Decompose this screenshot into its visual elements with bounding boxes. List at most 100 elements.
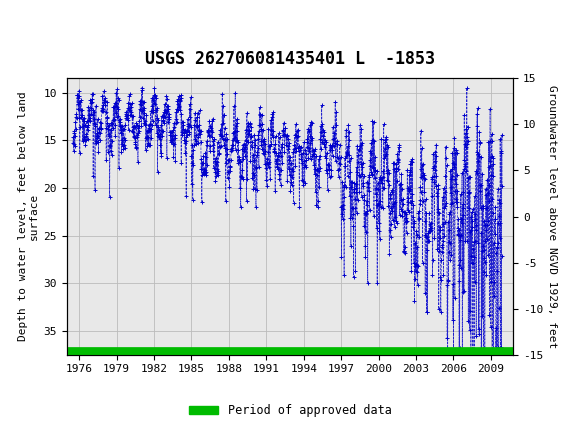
Point bbox=[473, 105, 482, 112]
Point bbox=[466, 356, 476, 363]
Point bbox=[306, 119, 316, 126]
Point bbox=[278, 126, 288, 133]
Point bbox=[356, 143, 365, 150]
Point bbox=[457, 215, 466, 222]
Point bbox=[370, 175, 379, 181]
Point bbox=[236, 203, 245, 210]
Point bbox=[469, 356, 478, 363]
Point bbox=[274, 171, 284, 178]
Point bbox=[358, 180, 368, 187]
Point bbox=[478, 203, 487, 210]
Point bbox=[159, 112, 168, 119]
Point bbox=[205, 118, 214, 125]
Point bbox=[329, 135, 338, 142]
Point bbox=[197, 198, 206, 205]
Point bbox=[212, 160, 221, 167]
Point bbox=[78, 138, 87, 145]
Point bbox=[309, 161, 318, 168]
Point bbox=[169, 123, 179, 130]
Point bbox=[180, 150, 190, 157]
Point bbox=[155, 136, 165, 143]
Point bbox=[270, 148, 279, 155]
Point bbox=[150, 101, 160, 108]
Point bbox=[262, 155, 271, 162]
Point bbox=[286, 187, 295, 194]
Point bbox=[364, 188, 374, 195]
Point bbox=[474, 326, 483, 333]
Point bbox=[340, 183, 349, 190]
Point bbox=[458, 205, 467, 212]
Point bbox=[340, 163, 349, 169]
Point bbox=[227, 146, 236, 153]
Point bbox=[252, 151, 261, 158]
Point bbox=[175, 98, 184, 105]
Point bbox=[104, 131, 114, 138]
Point bbox=[472, 122, 481, 129]
Point bbox=[286, 178, 295, 185]
Point bbox=[276, 148, 285, 155]
Point bbox=[79, 118, 89, 125]
Point bbox=[431, 166, 440, 173]
Point bbox=[237, 173, 246, 180]
Point bbox=[245, 126, 254, 133]
Point bbox=[92, 132, 101, 139]
Point bbox=[481, 227, 490, 233]
Point bbox=[492, 244, 502, 251]
Point bbox=[333, 138, 342, 145]
Point bbox=[177, 111, 186, 117]
Point bbox=[235, 154, 244, 161]
Point bbox=[93, 133, 103, 140]
Point bbox=[443, 277, 452, 284]
Point bbox=[174, 93, 183, 100]
Point bbox=[193, 140, 202, 147]
Point bbox=[375, 228, 384, 235]
Point bbox=[74, 114, 84, 121]
Point bbox=[218, 135, 227, 142]
Point bbox=[454, 225, 463, 232]
Point bbox=[97, 108, 107, 114]
Point bbox=[99, 98, 108, 105]
Point bbox=[351, 181, 361, 188]
Point bbox=[136, 102, 146, 109]
Point bbox=[406, 200, 415, 207]
Point bbox=[334, 166, 343, 173]
Point bbox=[95, 124, 104, 131]
Point bbox=[318, 132, 328, 139]
Point bbox=[353, 169, 362, 176]
Point bbox=[458, 211, 467, 218]
Point bbox=[180, 140, 190, 147]
Point bbox=[107, 151, 117, 158]
Point bbox=[396, 181, 405, 188]
Point bbox=[75, 98, 84, 105]
Point bbox=[72, 91, 82, 98]
Point bbox=[308, 146, 317, 153]
Point bbox=[456, 232, 466, 239]
Point bbox=[265, 142, 274, 149]
Point bbox=[412, 262, 422, 269]
Point bbox=[215, 131, 224, 138]
Point bbox=[94, 128, 103, 135]
Point bbox=[298, 178, 307, 185]
Point bbox=[151, 92, 160, 99]
Point bbox=[418, 197, 427, 204]
Point bbox=[319, 132, 328, 139]
Point bbox=[201, 169, 211, 175]
Point bbox=[339, 182, 349, 189]
Point bbox=[444, 227, 454, 233]
Point bbox=[418, 162, 427, 169]
Point bbox=[76, 98, 85, 105]
Point bbox=[364, 179, 373, 186]
Point bbox=[119, 141, 129, 148]
Point bbox=[335, 160, 345, 167]
Point bbox=[122, 114, 132, 121]
Point bbox=[321, 154, 330, 161]
Point bbox=[81, 136, 90, 143]
Point bbox=[325, 174, 334, 181]
Point bbox=[334, 166, 343, 173]
Point bbox=[307, 152, 317, 159]
Point bbox=[495, 197, 504, 204]
Point bbox=[370, 166, 379, 173]
Point bbox=[131, 145, 140, 152]
Point bbox=[129, 122, 139, 129]
Point bbox=[213, 172, 223, 178]
